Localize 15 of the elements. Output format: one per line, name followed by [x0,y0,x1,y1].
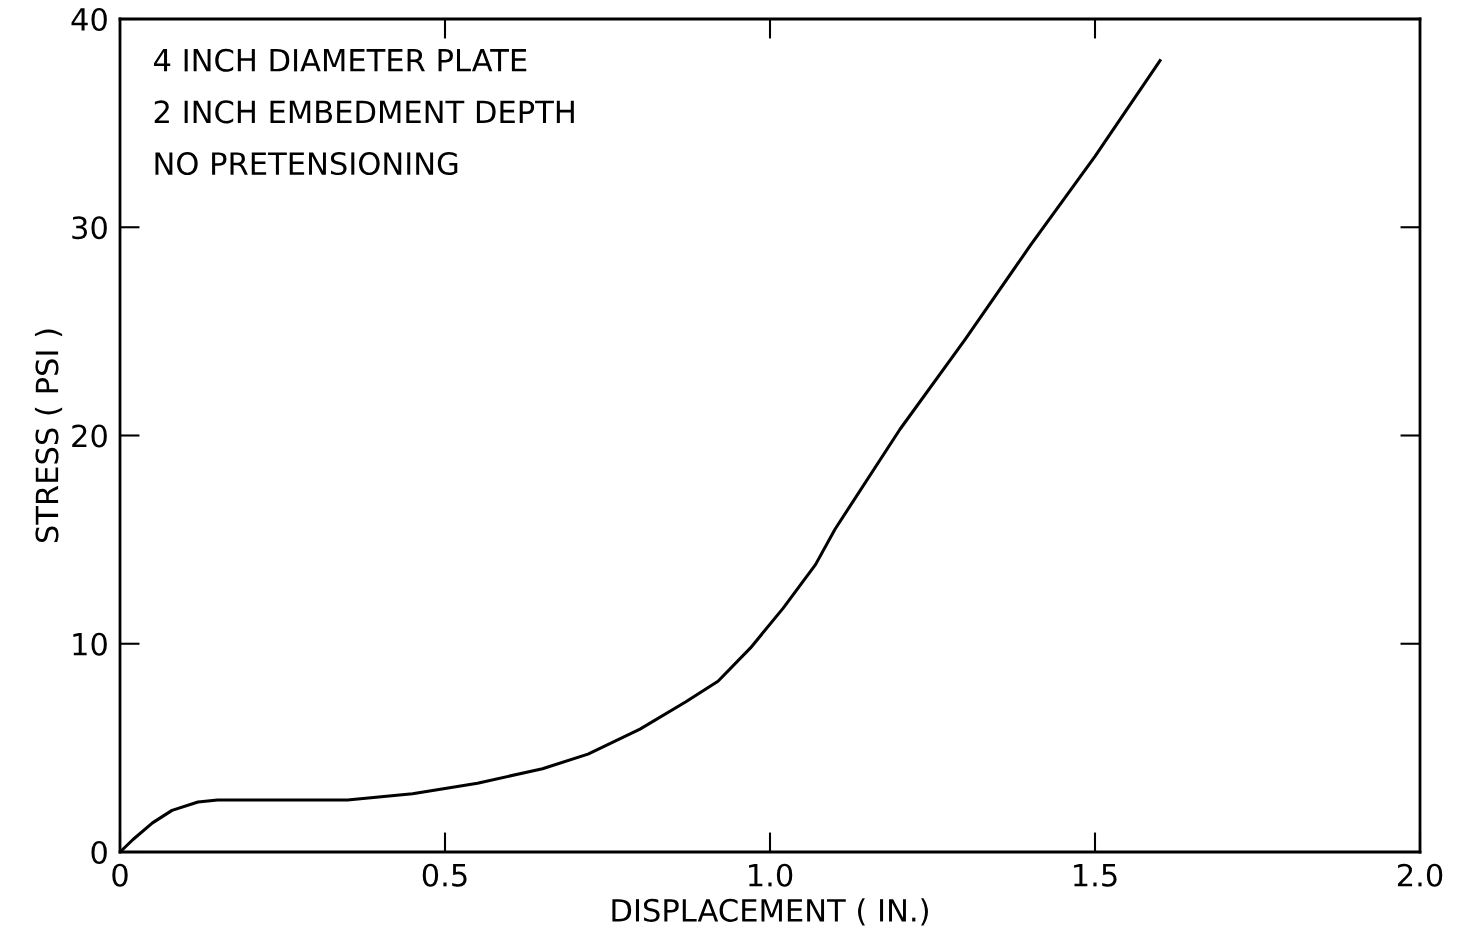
y-tick-label: 10 [73,632,107,656]
y-tick-label: 0 [91,840,107,865]
annotation: 4 INCH DIAMETER PLATE [153,48,527,72]
x-axis-title: DISPLACEMENT ( IN.) [612,898,928,926]
x-tick-label: 1.0 [749,863,793,887]
y-tick-label: 30 [72,216,107,240]
y-tick-label: 20 [72,424,107,448]
x-tick-label: 1.5 [1074,864,1117,887]
y-tick-label: 40 [71,7,107,32]
annotation: NO PRETENSIONING [155,151,458,176]
annotation: 2 INCH EMBEDMENT DEPTH [154,100,574,124]
y-axis-title: STRESS ( PSI ) [34,329,63,543]
x-tick-label: 0.5 [422,863,467,887]
x-tick-label: 0 [112,863,128,887]
x-tick-label: 2.0 [1397,863,1443,887]
